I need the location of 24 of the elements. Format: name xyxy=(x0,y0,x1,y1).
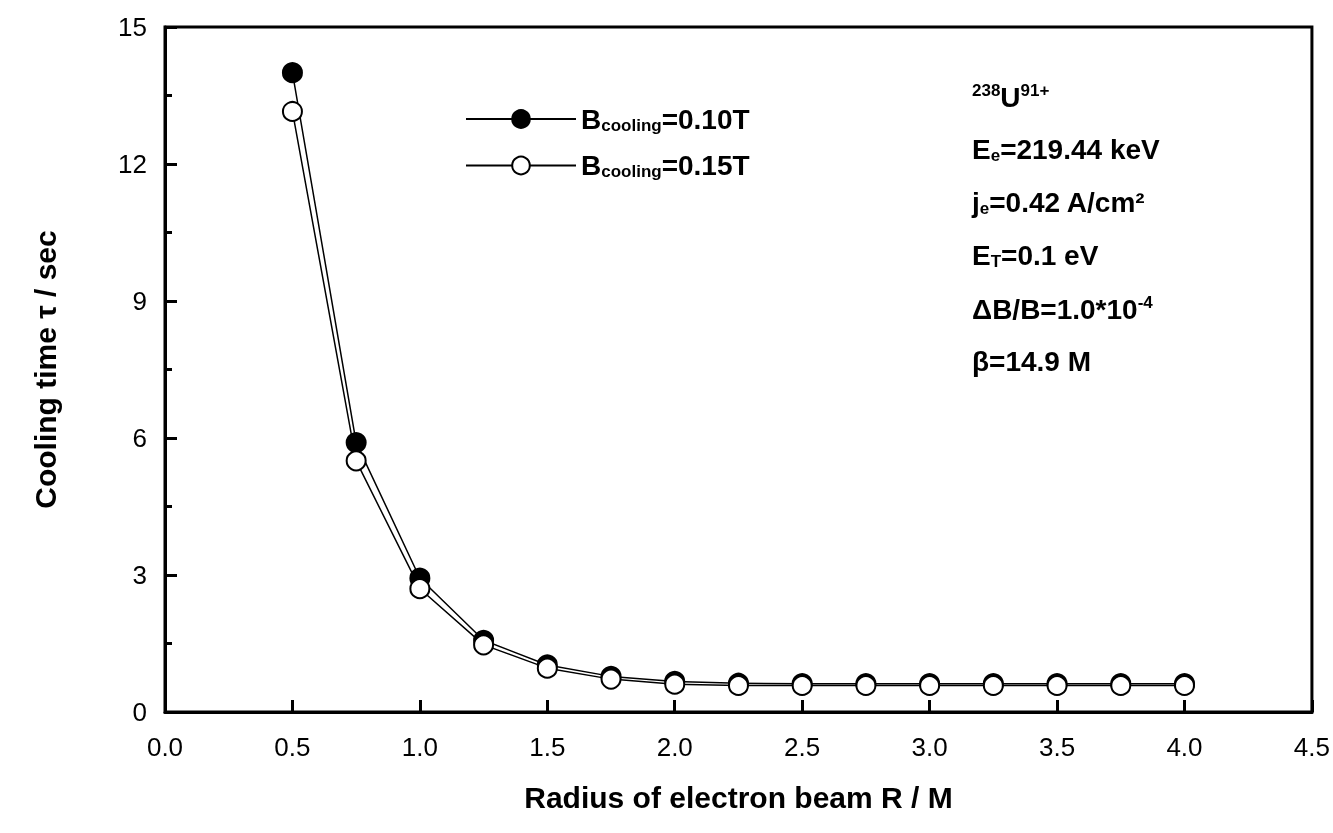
annotation: Ee=219.44 keV xyxy=(972,133,1161,165)
y-axis-title: Cooling time τ / sec xyxy=(28,230,62,509)
annotation: ET=0.1 eV xyxy=(972,239,1099,271)
x-tick-label: 1.5 xyxy=(529,732,566,762)
x-axis-title: Radius of electron beam R / M xyxy=(524,780,953,814)
y-tick-label: 15 xyxy=(118,12,147,42)
y-tick-label: 12 xyxy=(118,149,147,179)
x-tick-label: 2.0 xyxy=(656,732,693,762)
x-tick-label: 1.0 xyxy=(401,732,438,762)
legend-label: Bcooling=0.15T xyxy=(581,150,750,181)
annotation: je=0.42 A/cm² xyxy=(971,186,1145,218)
x-tick-label: 0.0 xyxy=(146,732,184,762)
x-tick-label: 2.5 xyxy=(784,732,821,762)
y-tick-label: 9 xyxy=(132,286,147,316)
annotation: β=14.9 M xyxy=(972,345,1092,377)
y-tick-label: 3 xyxy=(132,560,147,590)
x-tick-label: 0.5 xyxy=(274,732,311,762)
x-tick-label: 4.5 xyxy=(1293,732,1331,762)
x-tick-label: 3.0 xyxy=(911,732,948,762)
x-tick-label: 3.5 xyxy=(1038,732,1076,762)
x-tick-label: 4.0 xyxy=(1166,732,1203,762)
y-tick-label: 6 xyxy=(132,423,147,453)
legend-label: Bcooling=0.10T xyxy=(581,103,750,135)
y-tick-label: 0 xyxy=(132,697,147,727)
